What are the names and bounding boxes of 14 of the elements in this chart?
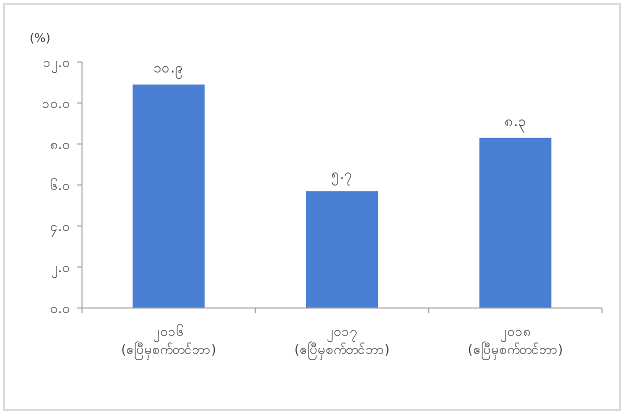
ylabel: (%) bbox=[30, 31, 50, 45]
data-label: ၁၀.၉ bbox=[153, 60, 184, 77]
ytick: ၆.၀ bbox=[50, 179, 70, 194]
ytick: ၀.၀ bbox=[50, 302, 70, 317]
ytick: ၈.၀ bbox=[50, 138, 70, 153]
data-label: ၅.၇ bbox=[330, 167, 354, 184]
ytick: ၁၀.၀ bbox=[42, 97, 70, 112]
xtick: ၂၀၁၆ (ဧပြီမှစက်တင်ဘာ) bbox=[121, 325, 216, 358]
xtick: ၂၀၁၈ (ဧပြီမှစက်တင်ဘာ) bbox=[468, 325, 563, 358]
data-label: ၈.၃ bbox=[504, 114, 526, 130]
ytick: ၂.၀ bbox=[50, 261, 70, 276]
ytick: ၁၂.၀ bbox=[42, 56, 70, 71]
ytick: ၄.၀ bbox=[50, 220, 70, 235]
xtick: ၂၀၁၇ (ဧပြီမှစက်တင်ဘာ) bbox=[294, 325, 390, 358]
